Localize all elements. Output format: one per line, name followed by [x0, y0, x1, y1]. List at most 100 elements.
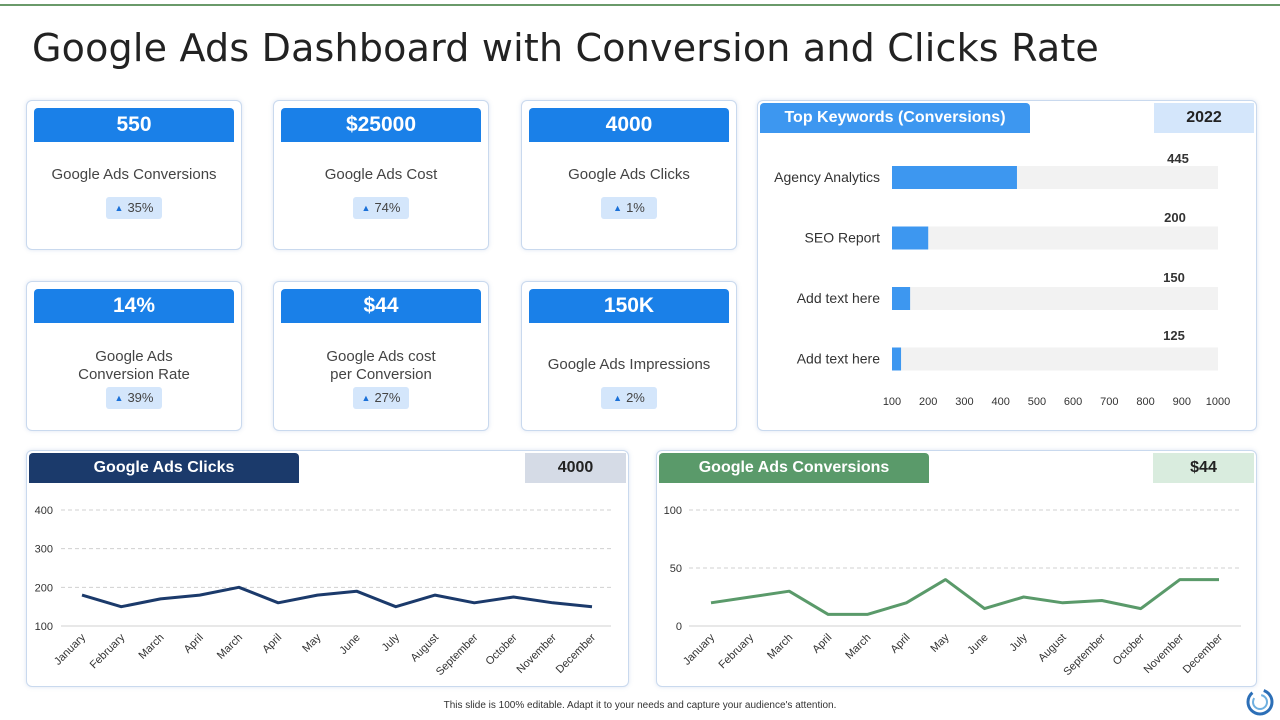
x-tick-label: April: [182, 632, 206, 656]
bar-track: [892, 347, 1218, 371]
x-tick-label: February: [717, 631, 757, 671]
x-tick-label: September: [1061, 631, 1108, 678]
kpi-label: Google Ads Impressions: [547, 356, 711, 373]
y-tick-label: 100: [664, 505, 682, 517]
x-tick-label: January: [52, 631, 89, 668]
total-tag: 4000: [525, 453, 626, 483]
y-tick-label: 0: [676, 621, 682, 633]
x-tick-label: 300: [955, 396, 973, 408]
x-tick-label: 700: [1100, 396, 1118, 408]
x-tick-label: September: [434, 631, 481, 678]
x-tick-label: August: [1036, 632, 1069, 665]
x-tick-label: December: [1181, 631, 1226, 676]
x-tick-label: March: [843, 632, 873, 662]
kpi-value: 550: [34, 108, 234, 142]
kpi-label-line1: Google Ads cost: [326, 348, 436, 365]
kpi-label-line1: Google Ads: [95, 348, 173, 365]
x-tick-label: March: [136, 632, 166, 662]
top-keywords-panel: Top Keywords (Conversions) 2022 Agency A…: [757, 100, 1257, 431]
page-title: Google Ads Dashboard with Conversion and…: [32, 26, 1099, 70]
change-badge: ▲ 74%: [353, 197, 409, 219]
x-tick-label: January: [681, 631, 718, 668]
bar: [892, 226, 929, 250]
kpi-card-cost-per-conversion: $44 Google Ads cost per Conversion ▲ 27%: [273, 281, 489, 431]
x-tick-label: May: [928, 631, 952, 655]
x-tick-label: April: [888, 632, 912, 656]
kpi-value: 4000: [529, 108, 729, 142]
bar: [892, 166, 1017, 189]
data-label: 445: [1167, 151, 1189, 166]
x-tick-label: March: [215, 632, 245, 662]
x-tick-label: 500: [1028, 396, 1046, 408]
change-value: 27%: [374, 390, 401, 405]
up-triangle-icon: ▲: [613, 203, 623, 213]
bar-track: [892, 287, 1218, 310]
up-triangle-icon: ▲: [361, 203, 371, 213]
kpi-value: 150K: [529, 289, 729, 323]
panel-tab: Google Ads Conversions: [659, 453, 929, 483]
series-line: [81, 585, 593, 609]
category-label: SEO Report: [805, 230, 881, 246]
change-value: 39%: [127, 390, 154, 405]
top-rule: [0, 4, 1280, 6]
clicks-line-chart: 100 200 300 400 January February March April Mar…: [35, 505, 611, 678]
category-label: Add text here: [797, 351, 880, 367]
x-tick-label: October: [1111, 631, 1147, 667]
kpi-value: $44: [281, 289, 481, 323]
x-tick-label: August: [408, 632, 441, 665]
x-tick-label: October: [483, 631, 519, 667]
x-tick-label: 600: [1064, 396, 1082, 408]
x-tick-label: 900: [1173, 396, 1191, 408]
up-triangle-icon: ▲: [114, 393, 124, 403]
y-tick-label: 50: [670, 563, 682, 575]
kpi-value: 14%: [34, 289, 234, 323]
up-triangle-icon: ▲: [613, 393, 623, 403]
x-tick-label: 1000: [1206, 396, 1230, 408]
x-tick-label: November: [1142, 631, 1187, 676]
year-tag: 2022: [1154, 103, 1254, 133]
kpi-label-line2: per Conversion: [330, 366, 432, 383]
category-label: Agency Analytics: [774, 169, 880, 185]
change-value: 1%: [626, 200, 645, 215]
panel-tab: Top Keywords (Conversions): [760, 103, 1030, 133]
kpi-label: Google Ads Cost: [324, 166, 438, 183]
change-badge: ▲ 2%: [601, 387, 657, 409]
x-tick-label: May: [300, 631, 324, 655]
keywords-bar-chart: Agency Analytics SEO Report Add text here A…: [774, 151, 1230, 408]
data-label: 150: [1163, 270, 1185, 285]
change-value: 74%: [374, 200, 401, 215]
y-tick-label: 200: [35, 582, 53, 594]
panel-tab: Google Ads Clicks: [29, 453, 299, 483]
x-tick-label: July: [1007, 631, 1030, 654]
change-value: 2%: [626, 390, 645, 405]
change-value: 35%: [127, 200, 154, 215]
kpi-card-impressions: 150K Google Ads Impressions ▲ 2%: [521, 281, 737, 431]
x-tick-label: March: [765, 632, 795, 662]
x-tick-label: July: [380, 631, 403, 654]
bar: [892, 287, 911, 310]
series-line: [710, 578, 1219, 616]
kpi-card-conversion-rate: 14% Google Ads Conversion Rate ▲ 39%: [26, 281, 242, 431]
x-tick-label: April: [260, 632, 284, 656]
x-tick-label: 200: [919, 396, 937, 408]
bar-track: [892, 226, 1218, 250]
x-tick-label: February: [88, 631, 128, 671]
data-label: 200: [1164, 210, 1186, 225]
change-badge: ▲ 27%: [353, 387, 409, 409]
clicks-panel: Google Ads Clicks 4000 100 200 300 400 Janua…: [26, 450, 629, 687]
footer-note: This slide is 100% editable. Adapt it to…: [443, 700, 837, 711]
change-badge: ▲ 1%: [601, 197, 657, 219]
x-tick-label: November: [515, 631, 560, 676]
change-badge: ▲ 39%: [106, 387, 162, 409]
x-tick-label: 400: [991, 396, 1009, 408]
kpi-label: Google Ads Conversions: [51, 166, 217, 183]
conversions-line-chart: 0 50 100 January February March April March Apri…: [664, 505, 1241, 678]
x-tick-label: June: [337, 632, 362, 657]
x-tick-label: December: [554, 631, 599, 676]
total-tag: $44: [1153, 453, 1254, 483]
brand-logo-icon: [1246, 688, 1274, 716]
x-tick-label: June: [965, 632, 990, 657]
data-label: 125: [1163, 328, 1185, 343]
kpi-label-line2: Conversion Rate: [78, 366, 190, 383]
conversions-panel: Google Ads Conversions $44 0 50 100 January…: [656, 450, 1257, 687]
